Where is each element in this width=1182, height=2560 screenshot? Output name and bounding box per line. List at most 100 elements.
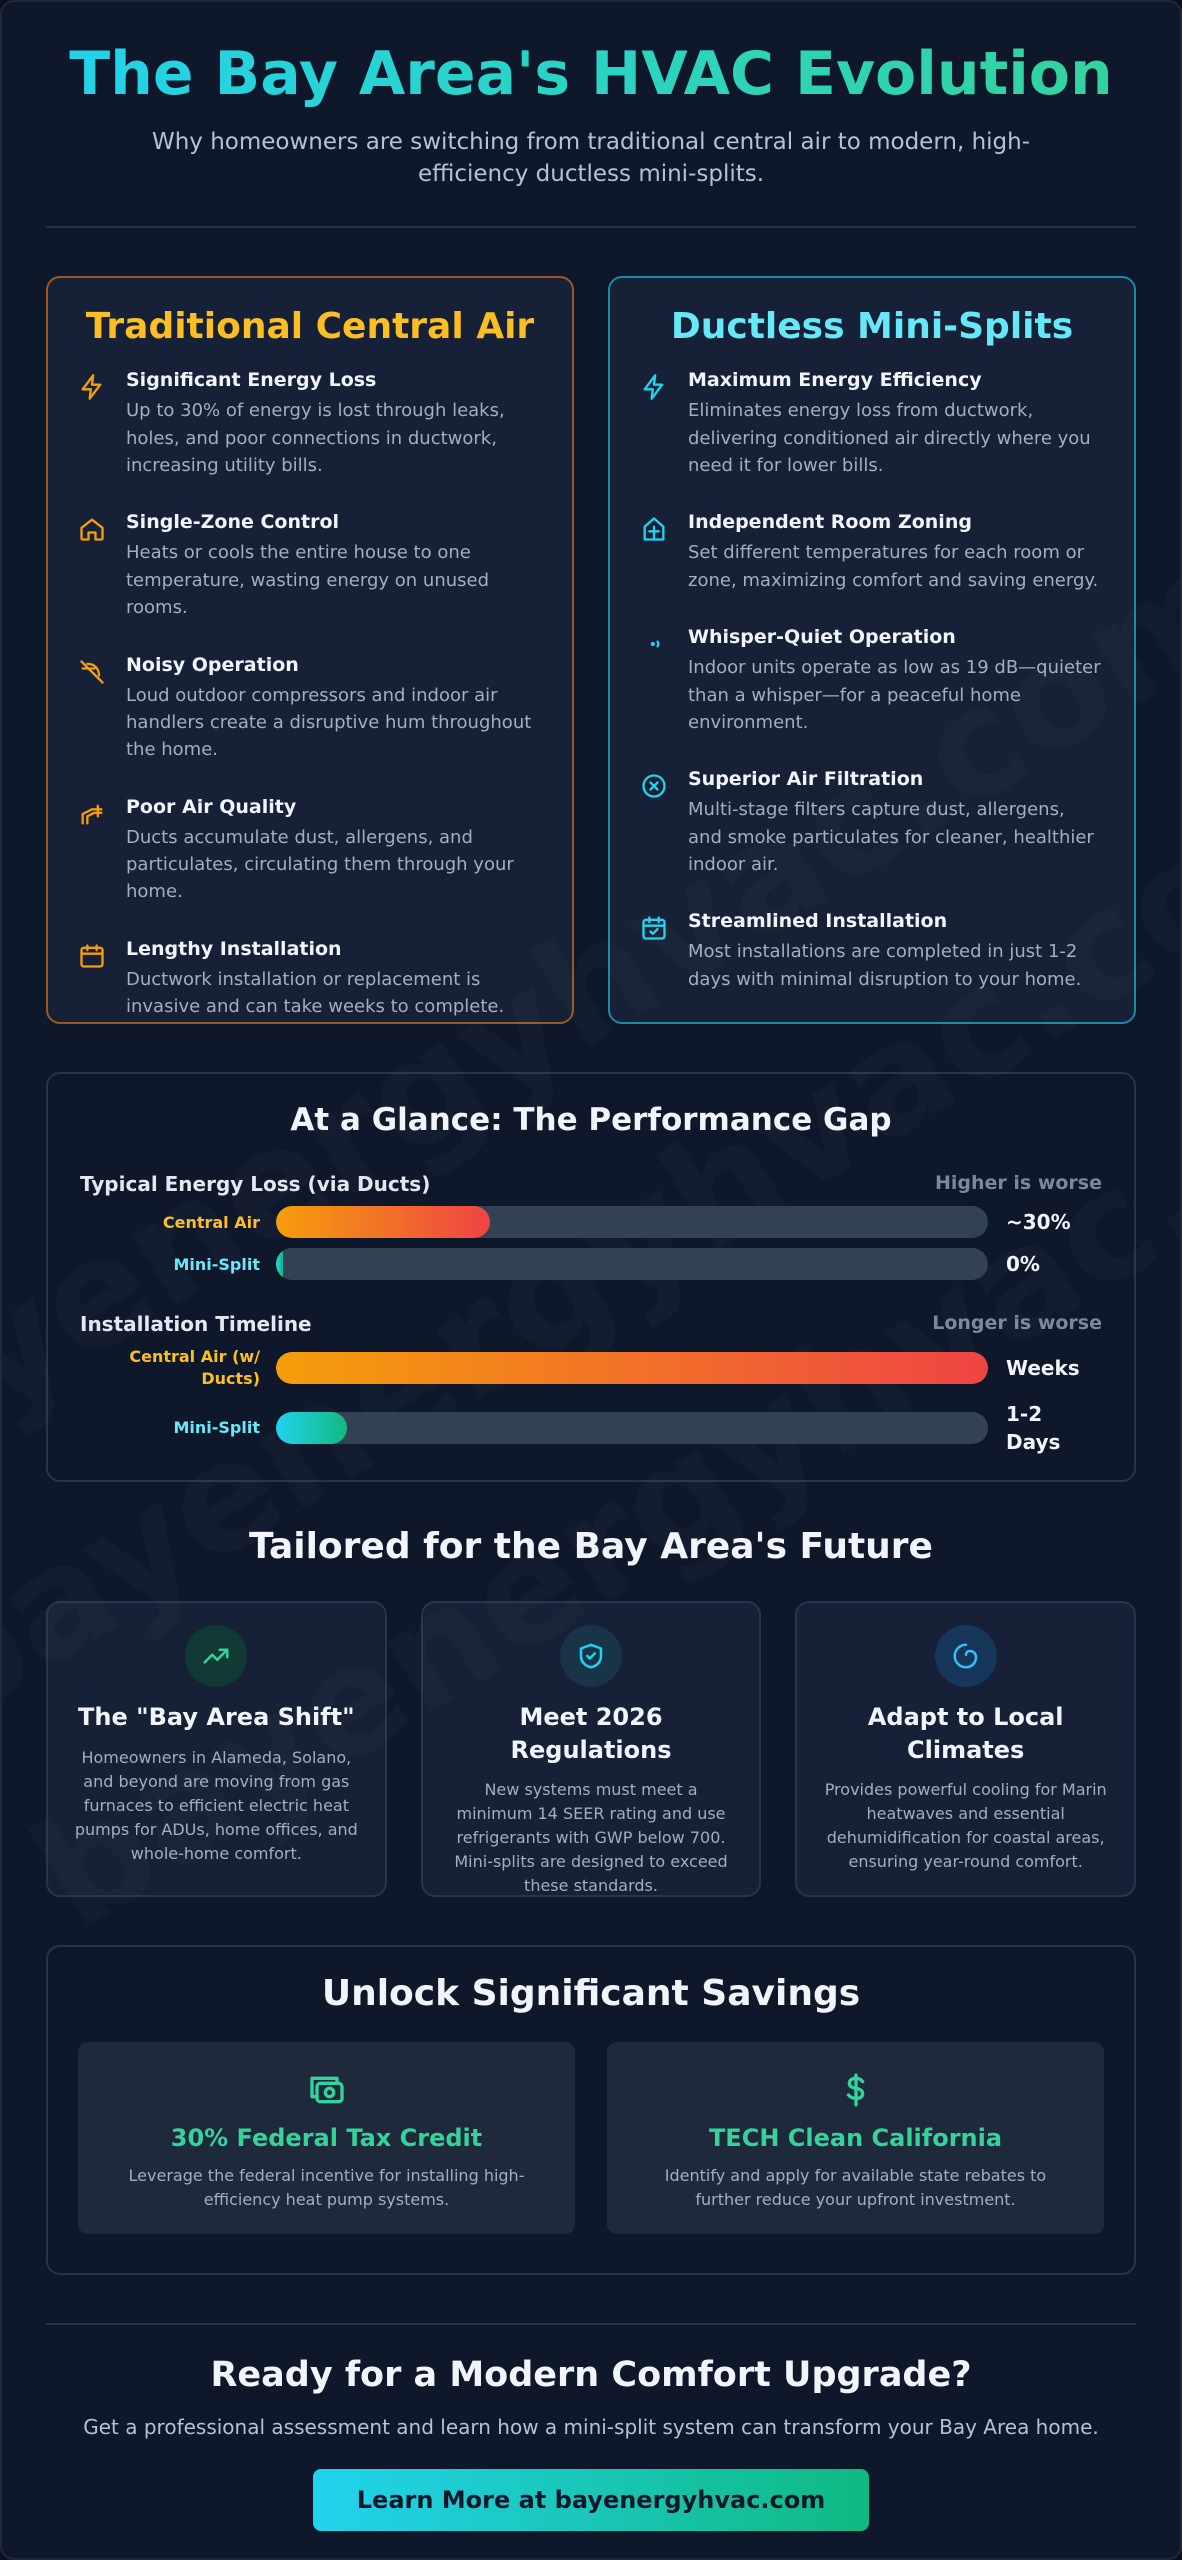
savings-card: 30% Federal Tax Credit Leverage the fede… bbox=[78, 2042, 575, 2235]
cta-text: Get a professional assessment and learn … bbox=[83, 2415, 1099, 2440]
savings-card-title: TECH Clean California bbox=[708, 2124, 1003, 2153]
future-section: The "Bay Area Shift" Homeowners in Alame… bbox=[2, 1567, 1180, 1898]
future-card-title: Meet 2026 Regulations bbox=[510, 1703, 672, 1764]
bar-fill bbox=[276, 1248, 284, 1281]
savings-cards: 30% Federal Tax Credit Leverage the fede… bbox=[78, 2042, 1104, 2235]
feature-item: Maximum Energy Efficiency Eliminates ene… bbox=[640, 369, 1104, 479]
bar-track bbox=[276, 1248, 988, 1281]
savings-card-text: Leverage the federal incentive for insta… bbox=[128, 2166, 525, 2210]
feature-text: Ducts accumulate dust, allergens, and pa… bbox=[126, 826, 514, 903]
bar-label: Mini-Split bbox=[173, 1417, 260, 1437]
learn-more-button[interactable]: Learn More at bayenergyhvac.com bbox=[313, 2469, 869, 2532]
cta-divider bbox=[46, 2323, 1136, 2326]
money-icon bbox=[307, 2077, 347, 2114]
future-card-title: Adapt to Local Climates bbox=[867, 1703, 1064, 1764]
feature-text: Ductwork installation or replacement is … bbox=[126, 968, 505, 1018]
feature-item: Lengthy Installation Ductwork installati… bbox=[78, 938, 542, 1021]
shield-check-icon bbox=[560, 1625, 622, 1688]
metric-note: Longer is worse bbox=[932, 1312, 1102, 1335]
bolt-icon bbox=[640, 369, 672, 479]
future-card: Adapt to Local Climates Provides powerfu… bbox=[795, 1601, 1137, 1898]
future-card: Meet 2026 Regulations New systems must m… bbox=[420, 1601, 762, 1898]
metric-header: Installation Timeline Longer is worse bbox=[80, 1312, 1102, 1336]
feature-text: Loud outdoor compressors and indoor air … bbox=[126, 684, 532, 761]
home-icon bbox=[78, 511, 110, 621]
metric-label: Typical Energy Loss (via Ducts) bbox=[80, 1172, 431, 1197]
page-title: The Bay Area's HVAC Evolution bbox=[2, 38, 1180, 110]
feature-text: Eliminates energy loss from ductwork, de… bbox=[688, 400, 1091, 477]
feature-item: Noisy Operation Loud outdoor compressors… bbox=[78, 654, 542, 764]
savings-card-text: Identify and apply for available state r… bbox=[664, 2166, 1047, 2210]
future-card-text: Provides powerful cooling for Marin heat… bbox=[824, 1780, 1107, 1872]
bar-track bbox=[276, 1411, 988, 1444]
savings-panel: Unlock Significant Savings 30% Federal T… bbox=[46, 1945, 1136, 2276]
traditional-card: Traditional Central Air Significant Ener… bbox=[46, 276, 574, 1025]
metric-energy-loss: Typical Energy Loss (via Ducts) Higher i… bbox=[80, 1172, 1102, 1281]
future-card-title: The "Bay Area Shift" bbox=[78, 1703, 355, 1732]
feature-title: Significant Energy Loss bbox=[126, 369, 377, 392]
feature-item: Significant Energy Loss Up to 30% of ene… bbox=[78, 369, 542, 479]
feature-title: Superior Air Filtration bbox=[688, 768, 924, 791]
bar-row: Central Air (w/ Ducts) Weeks bbox=[80, 1346, 1102, 1389]
cta-title: Ready for a Modern Comfort Upgrade? bbox=[210, 2355, 972, 2396]
bar-label: Central Air (w/ Ducts) bbox=[129, 1347, 260, 1388]
bar-track bbox=[276, 1206, 988, 1239]
feature-title: Noisy Operation bbox=[126, 653, 299, 676]
bolt-icon bbox=[78, 369, 110, 479]
feature-item: Superior Air Filtration Multi-stage filt… bbox=[640, 768, 1104, 878]
future-card-text: Homeowners in Alameda, Solano, and beyon… bbox=[74, 1747, 358, 1863]
feature-item: Independent Room Zoning Set different te… bbox=[640, 511, 1104, 594]
metric-label: Installation Timeline bbox=[80, 1312, 312, 1337]
bar-fill bbox=[276, 1206, 490, 1239]
calendar-icon bbox=[78, 938, 110, 1021]
feature-item: Single-Zone Control Heats or cools the e… bbox=[78, 511, 542, 621]
bar-value: 0% bbox=[1006, 1252, 1040, 1277]
dollar-icon bbox=[836, 2073, 876, 2114]
feature-item: Whisper-Quiet Operation Indoor units ope… bbox=[640, 626, 1104, 736]
feature-item: Streamlined Installation Most installati… bbox=[640, 910, 1104, 993]
zoned-home-icon bbox=[640, 511, 672, 594]
trending-up-icon bbox=[185, 1625, 248, 1688]
savings-card-title: 30% Federal Tax Credit bbox=[170, 2124, 483, 2153]
feature-title: Poor Air Quality bbox=[126, 795, 297, 818]
calendar-check-icon bbox=[640, 910, 672, 993]
glance-title: At a Glance: The Performance Gap bbox=[290, 1102, 892, 1139]
header-divider bbox=[46, 226, 1136, 229]
feature-title: Single-Zone Control bbox=[126, 511, 340, 534]
future-title: Tailored for the Bay Area's Future bbox=[249, 1526, 933, 1568]
bar-value: 1-2 Days bbox=[1006, 1401, 1061, 1454]
bar-row: Central Air ~30% bbox=[80, 1206, 1102, 1239]
comparison-section: Traditional Central Air Significant Ener… bbox=[2, 228, 1180, 1025]
future-card-text: New systems must meet a minimum 14 SEER … bbox=[454, 1780, 728, 1896]
metric-installation: Installation Timeline Longer is worse Ce… bbox=[80, 1312, 1102, 1455]
page-header: The Bay Area's HVAC Evolution Why homeow… bbox=[2, 2, 1180, 190]
feature-text: Most installations are completed in just… bbox=[688, 941, 1082, 990]
bar-row: Mini-Split 0% bbox=[80, 1248, 1102, 1281]
bar-fill bbox=[276, 1411, 348, 1444]
volume-off-icon bbox=[78, 654, 110, 764]
bar-fill bbox=[276, 1351, 988, 1384]
feature-text: Set different temperatures for each room… bbox=[688, 542, 1099, 591]
volume-low-icon bbox=[640, 626, 672, 736]
traditional-title: Traditional Central Air bbox=[85, 306, 535, 348]
feature-title: Streamlined Installation bbox=[688, 910, 948, 933]
bar-row: Mini-Split 1-2 Days bbox=[80, 1400, 1102, 1456]
cta-section: Ready for a Modern Comfort Upgrade? Get … bbox=[2, 2325, 1180, 2532]
bar-value: Weeks bbox=[1006, 1355, 1080, 1380]
ductless-title: Ductless Mini-Splits bbox=[670, 306, 1074, 348]
feature-item: Poor Air Quality Ducts accumulate dust, … bbox=[78, 796, 542, 906]
filter-icon bbox=[640, 768, 672, 878]
feature-title: Maximum Energy Efficiency bbox=[688, 369, 982, 392]
metric-note: Higher is worse bbox=[934, 1172, 1102, 1195]
feature-title: Independent Room Zoning bbox=[688, 511, 972, 534]
feature-text: Up to 30% of energy is lost through leak… bbox=[126, 400, 505, 477]
feature-title: Whisper-Quiet Operation bbox=[688, 626, 956, 649]
feature-text: Multi-stage filters capture dust, allerg… bbox=[688, 799, 1094, 875]
savings-title: Unlock Significant Savings bbox=[321, 1973, 861, 2015]
bar-track bbox=[276, 1351, 988, 1384]
feature-text: Indoor units operate as low as 19 dB—qui… bbox=[688, 657, 1101, 733]
feature-text: Heats or cools the entire house to one t… bbox=[126, 542, 490, 619]
savings-card: TECH Clean California Identify and apply… bbox=[607, 2042, 1104, 2235]
bar-label: Central Air bbox=[162, 1212, 260, 1232]
